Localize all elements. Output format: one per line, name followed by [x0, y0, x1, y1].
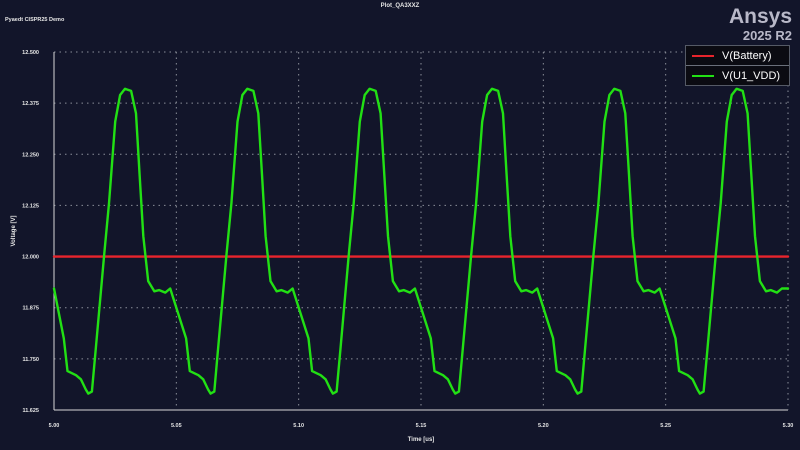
series-line-vdd [52, 87, 790, 395]
x-tick-label: 5.20 [538, 423, 549, 429]
x-axis-label: Time [us] [408, 437, 435, 443]
y-tick-label: 12.000 [22, 255, 39, 261]
brand-logo: Ansys 2025 R2 [729, 6, 792, 42]
x-tick-label: 5.15 [416, 423, 427, 429]
y-axis-label: Voltage [V] [11, 216, 17, 247]
y-tick-label: 11.875 [22, 306, 39, 312]
legend-label-battery: V(Battery) [722, 49, 772, 62]
chart-series [52, 87, 790, 395]
legend-item-battery[interactable]: V(Battery) [686, 46, 789, 65]
y-tick-label: 12.375 [22, 101, 39, 107]
chart-legend[interactable]: V(Battery) V(U1_VDD) [685, 45, 790, 86]
brand-version: 2025 R2 [742, 28, 792, 43]
x-tick-label: 5.30 [783, 423, 794, 429]
x-tick-labels: 5.00 5.05 5.10 5.15 5.20 5.25 5.30 [49, 423, 794, 429]
x-tick-label: 5.25 [660, 423, 671, 429]
x-tick-label: 5.00 [49, 423, 60, 429]
legend-item-vdd[interactable]: V(U1_VDD) [686, 65, 789, 85]
project-label: Pyaedt CISPR25 Demo [5, 17, 65, 23]
brand-name: Ansys [728, 5, 792, 28]
y-tick-labels: 11.625 11.750 11.875 12.000 12.125 12.250 12.3… [22, 50, 39, 414]
y-tick-label: 11.625 [22, 408, 39, 414]
y-tick-label: 12.500 [22, 50, 39, 56]
x-tick-label: 5.05 [171, 423, 182, 429]
legend-label-vdd: V(U1_VDD) [722, 69, 781, 82]
y-tick-label: 11.750 [22, 357, 39, 363]
plot-title: Plot_QA3XXZ [380, 3, 420, 9]
x-tick-label: 5.10 [293, 423, 304, 429]
legend-swatch-vdd [692, 74, 714, 77]
y-tick-label: 12.250 [22, 152, 39, 158]
y-tick-label: 12.125 [22, 203, 39, 209]
legend-swatch-battery [692, 54, 714, 57]
chart-axes [53, 52, 788, 411]
